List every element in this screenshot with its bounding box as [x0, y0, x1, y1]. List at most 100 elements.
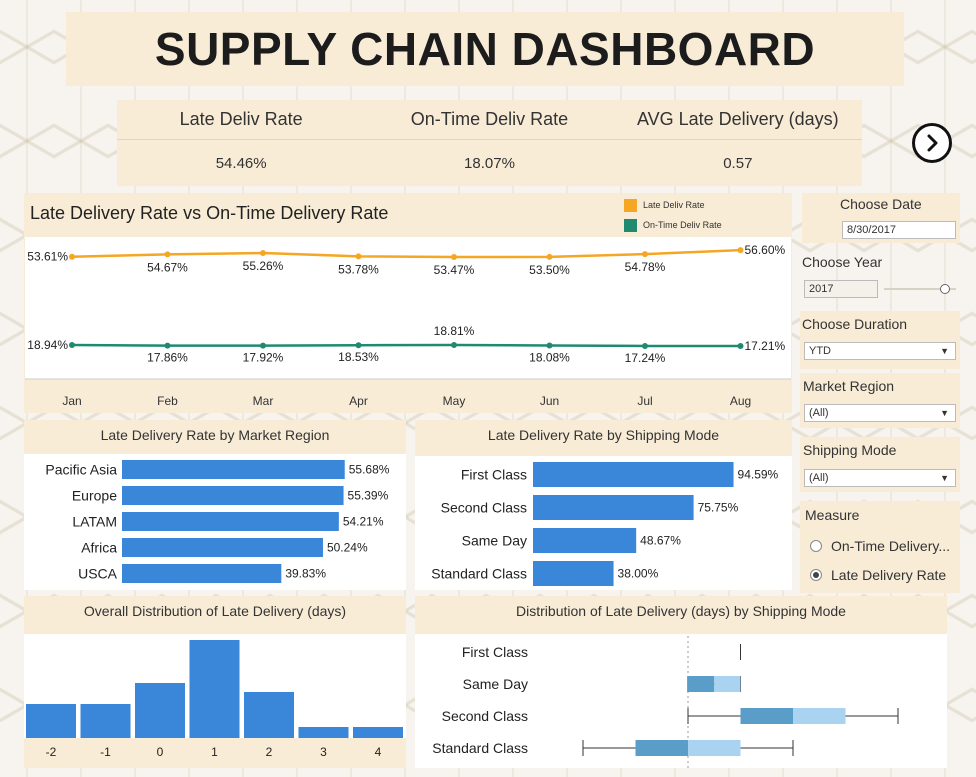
x-tick-label: Jun [540, 394, 559, 408]
bar [533, 528, 637, 553]
chevron-down-icon: ▼ [940, 408, 949, 418]
chevron-right-icon [927, 134, 938, 152]
market-region-select[interactable]: (All) ▼ [804, 404, 956, 422]
x-tick-label: Apr [349, 394, 368, 408]
x-tick-label: 2 [266, 745, 273, 759]
data-label: 53.61% [27, 250, 68, 264]
x-tick-label: Jan [62, 394, 81, 408]
category-label: Standard Class [432, 740, 528, 756]
title-banner: SUPPLY CHAIN DASHBOARD [66, 12, 904, 86]
bar [122, 512, 339, 531]
data-label: 17.86% [147, 351, 188, 365]
data-label: 54.78% [625, 260, 666, 274]
year-slider-track[interactable] [884, 288, 956, 290]
region-bar-title: Late Delivery Rate by Market Region [100, 427, 330, 443]
kpi-label-late: Late Deliv Rate [179, 109, 303, 129]
kpi-value-late: 54.46% [215, 155, 267, 172]
chevron-down-icon: ▼ [940, 473, 949, 483]
kpi-panel: Late Deliv Rate On-Time Deliv Rate AVG L… [117, 100, 862, 186]
bar [122, 538, 323, 557]
histogram-title: Overall Distribution of Late Delivery (d… [83, 603, 347, 619]
data-label: 54.67% [147, 260, 188, 274]
data-label: 17.24% [625, 351, 666, 365]
market-region-label: Market Region [803, 378, 895, 394]
region-bar-chart: Pacific Asia 55.68% Europe 55.39% LATAM 54.21… [24, 454, 406, 590]
category-label: Pacific Asia [45, 462, 117, 478]
year-input[interactable]: 2017 [804, 280, 878, 298]
data-point [69, 341, 75, 348]
data-point [737, 343, 744, 349]
choose-date-label: Choose Date [840, 196, 922, 212]
measure-option-ontime[interactable]: On-Time Delivery... [810, 538, 950, 554]
data-label: 56.60% [745, 243, 786, 257]
boxplot-chart: First Class Same Day Second Class Standard … [415, 634, 947, 768]
data-point [546, 253, 553, 260]
bar-value-label: 94.59% [738, 468, 779, 482]
boxplot-title: Distribution of Late Delivery (days) by … [516, 603, 846, 619]
bar [533, 495, 694, 520]
data-label: 18.08% [529, 350, 570, 364]
radio-button[interactable] [810, 540, 822, 552]
bar-value-label: 54.21% [343, 515, 384, 529]
legend-item-ontime: On-Time Deliv Rate [624, 215, 722, 235]
date-input[interactable]: 8/30/2017 [842, 221, 956, 239]
data-label: 17.21% [745, 339, 786, 353]
box-lower [740, 708, 793, 724]
data-point [69, 253, 75, 260]
histogram-bar [298, 727, 349, 738]
box-lower [635, 740, 688, 756]
data-point [260, 250, 266, 257]
histogram-panel: Overall Distribution of Late Delivery (d… [24, 596, 406, 768]
data-point [546, 342, 553, 349]
box-lower [688, 676, 715, 692]
histogram-bar [353, 727, 403, 738]
bar [122, 564, 282, 583]
data-label: 53.78% [338, 262, 379, 276]
filter-controls: Choose Date 8/30/2017 Choose Year 2017 C… [800, 193, 960, 593]
plot-area [25, 237, 791, 379]
data-point [737, 247, 744, 254]
bar [122, 460, 345, 479]
data-label: 53.47% [434, 263, 475, 277]
category-label: First Class [461, 467, 527, 483]
shipping-bar-title: Late Delivery Rate by Shipping Mode [487, 427, 720, 443]
measure-option-late[interactable]: Late Delivery Rate [810, 567, 946, 583]
shipping-bar-chart: First Class 94.59% Second Class 75.75% Same … [415, 456, 792, 590]
kpi-value-avg-late: 0.57 [723, 155, 753, 172]
data-point [164, 342, 171, 349]
x-tick-label: 0 [157, 745, 164, 759]
boxplot-panel: Distribution of Late Delivery (days) by … [415, 596, 947, 768]
shipping-mode-label: Shipping Mode [803, 442, 897, 458]
measure-label: Measure [805, 507, 860, 523]
x-tick-label: Aug [730, 394, 751, 408]
page-title: SUPPLY CHAIN DASHBOARD [154, 23, 816, 75]
shipping-bar-panel: Late Delivery Rate by Shipping Mode Firs… [415, 420, 792, 590]
data-label: 53.50% [529, 263, 570, 277]
line-chart-title: Late Delivery Rate vs On-Time Delivery R… [30, 203, 389, 223]
category-label: Standard Class [431, 566, 527, 582]
bar-value-label: 48.67% [640, 534, 681, 548]
kpi-value-ontime: 18.07% [464, 155, 515, 172]
duration-select[interactable]: YTD ▼ [804, 342, 956, 360]
bar-value-label: 39.83% [285, 567, 326, 581]
x-tick-label: -1 [100, 745, 111, 759]
data-point [355, 342, 362, 349]
radio-button-selected[interactable] [810, 569, 822, 581]
kpi-label-ontime: On-Time Deliv Rate [410, 109, 569, 129]
data-point [642, 342, 648, 349]
legend-item-late: Late Deliv Rate [624, 195, 722, 215]
category-label: Same Day [462, 533, 527, 549]
data-label: 17.92% [243, 351, 284, 365]
data-point [451, 254, 457, 260]
category-label: Second Class [442, 708, 528, 724]
x-tick-label: 3 [320, 745, 327, 759]
category-label: Same Day [463, 676, 528, 692]
x-tick-label: 4 [375, 745, 382, 759]
next-page-button[interactable] [912, 123, 952, 163]
x-tick-label: Mar [253, 394, 274, 408]
histogram-bar [189, 640, 240, 738]
year-slider-handle[interactable] [940, 284, 951, 294]
histogram-chart: -2 -1 0 1 2 3 4 [24, 634, 406, 759]
shipping-mode-select[interactable]: (All) ▼ [804, 469, 956, 487]
duration-select-value: YTD [809, 345, 831, 357]
